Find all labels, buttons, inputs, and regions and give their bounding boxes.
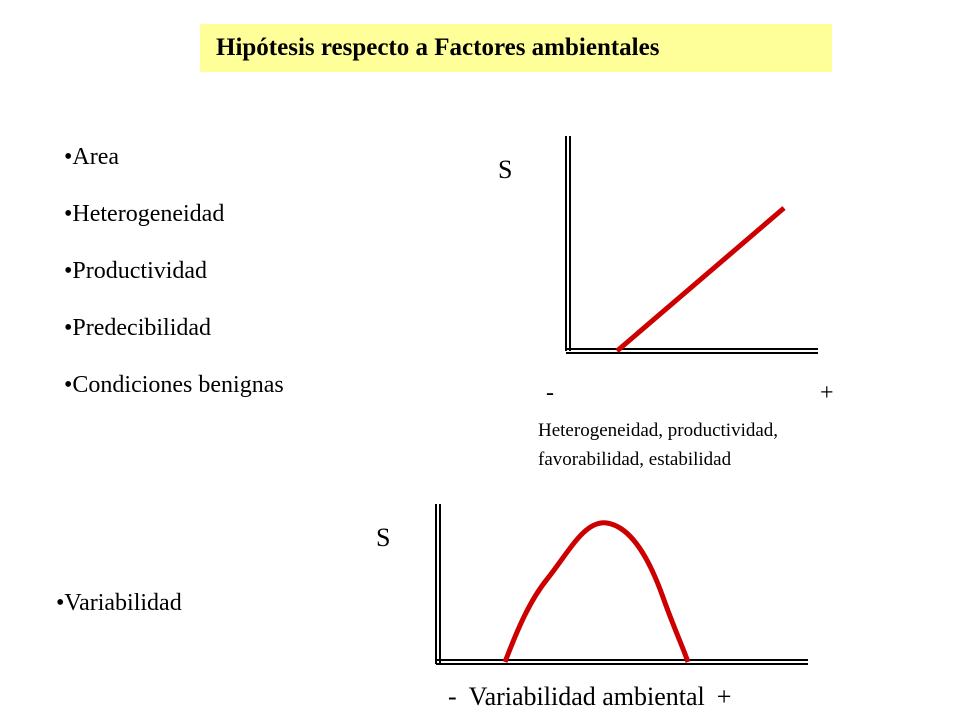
slide-title: Hipótesis respecto a Factores ambientale… <box>216 34 660 61</box>
top-y-axis-label: S <box>498 155 513 184</box>
bottom-y-axis-label: S <box>376 523 391 552</box>
bullet-condiciones-benignas: Condiciones benignas <box>64 364 283 421</box>
top-x-axis-description-line1: Heterogeneidad, productividad, <box>538 420 779 441</box>
title-box: Hipótesis respecto a Factores ambientale… <box>200 24 832 72</box>
bottom-x-axis-title: Variabilidad ambiental <box>468 682 705 711</box>
bottom-x-minus-label: - <box>448 682 457 711</box>
top-x-axis-description: Heterogeneidad, productividad, favorabil… <box>538 416 778 474</box>
bottom-graph-axes <box>435 504 808 665</box>
bottom-x-axis-label: - Variabilidad ambiental + <box>448 680 731 714</box>
factor-bullet-list: Area Heterogeneidad Productividad Predec… <box>64 136 284 421</box>
bullet-area: Area <box>64 136 284 193</box>
top-x-minus-label: - <box>546 380 554 406</box>
top-graph-axes <box>565 136 818 354</box>
bullet-predecibilidad: Predecibilidad <box>64 307 284 364</box>
top-x-plus-label: + <box>820 380 834 406</box>
top-linear-curve <box>615 206 786 353</box>
bullet-variabilidad: Variabilidad <box>56 582 181 624</box>
top-x-axis-description-line2: favorabilidad, estabilidad <box>538 449 732 470</box>
bottom-x-plus-label: + <box>716 682 732 711</box>
bullet-productividad: Productividad <box>64 250 284 307</box>
bullet-heterogeneidad: Heterogeneidad <box>64 193 284 250</box>
bottom-hump-curve <box>502 520 691 663</box>
